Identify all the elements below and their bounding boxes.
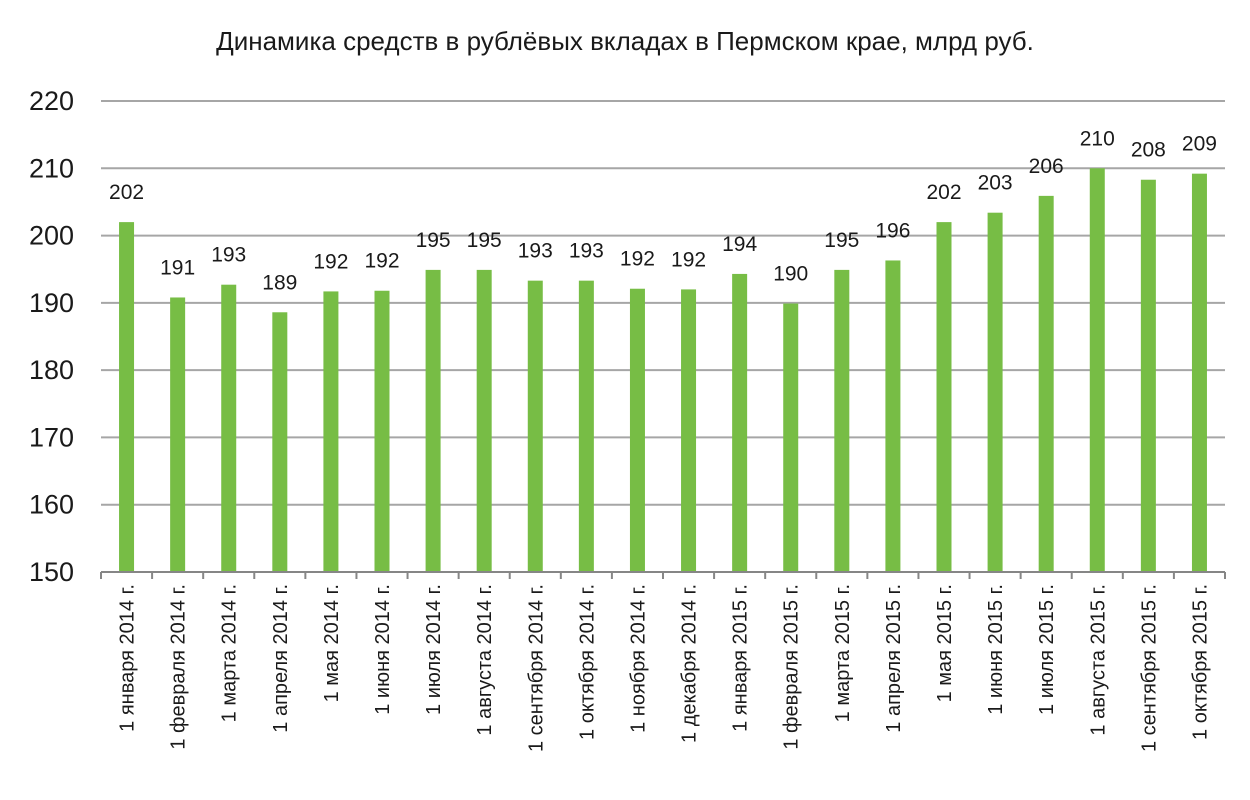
bar — [834, 269, 850, 572]
data-label: 195 — [467, 229, 502, 252]
y-tick-label: 160 — [29, 490, 74, 520]
data-label: 208 — [1131, 139, 1166, 162]
y-tick-label: 200 — [29, 221, 74, 251]
data-label: 192 — [364, 250, 399, 273]
bar — [936, 222, 952, 572]
x-tick-label: 1 августа 2014 г. — [474, 584, 496, 736]
bar — [476, 269, 492, 572]
data-label: 195 — [416, 229, 451, 252]
data-label: 192 — [620, 248, 655, 271]
y-tick-label: 210 — [29, 153, 74, 183]
data-label: 206 — [1029, 155, 1064, 178]
x-tick-label: 1 января 2014 г. — [117, 584, 139, 732]
bar — [885, 260, 901, 572]
bar — [732, 273, 748, 572]
bar — [629, 288, 645, 572]
x-tick-label: 1 мая 2015 г. — [934, 584, 956, 702]
data-label: 203 — [978, 172, 1013, 195]
data-label: 193 — [569, 240, 604, 263]
bar — [1140, 179, 1156, 572]
bar — [783, 303, 799, 572]
data-label: 210 — [1080, 127, 1115, 150]
x-tick-label: 1 сентября 2015 г. — [1138, 584, 1160, 752]
x-tick-label: 1 ноября 2014 г. — [627, 584, 649, 733]
data-label: 193 — [518, 240, 553, 263]
x-tick-label: 1 июля 2015 г. — [1036, 584, 1058, 715]
x-tick-label: 1 апреля 2015 г. — [883, 584, 905, 733]
data-label: 190 — [773, 263, 808, 286]
bar — [272, 312, 288, 572]
data-label: 202 — [109, 181, 144, 204]
bar — [374, 290, 390, 572]
x-tick-label: 1 июня 2015 г. — [985, 584, 1007, 715]
data-label: 193 — [211, 244, 246, 267]
x-tick-label: 1 октября 2015 г. — [1189, 584, 1211, 740]
x-tick-label: 1 января 2015 г. — [730, 584, 752, 732]
bar — [578, 280, 594, 572]
data-label: 189 — [262, 271, 297, 294]
bar — [1089, 168, 1105, 573]
x-tick-label: 1 октября 2014 г. — [576, 584, 598, 740]
bar — [987, 212, 1003, 573]
y-tick-label: 180 — [29, 355, 74, 385]
bar — [119, 222, 135, 572]
y-tick-label: 190 — [29, 288, 74, 318]
data-label: 209 — [1182, 133, 1217, 156]
chart-title: Динамика средств в рублёвых вкладах в Пе… — [216, 26, 1034, 56]
y-tick-label: 220 — [29, 86, 74, 116]
data-label: 195 — [824, 229, 859, 252]
x-tick-label: 1 мая 2014 г. — [321, 584, 343, 702]
x-tick-label: 1 марта 2015 г. — [832, 584, 854, 722]
y-tick-label: 150 — [29, 557, 74, 587]
data-label: 192 — [313, 250, 348, 273]
x-tick-label: 1 сентября 2014 г. — [525, 584, 547, 752]
data-label: 191 — [160, 256, 195, 279]
x-tick-label: 1 марта 2014 г. — [219, 584, 241, 722]
bar — [1191, 173, 1207, 572]
data-label: 202 — [926, 181, 961, 204]
x-tick-label: 1 июня 2014 г. — [372, 584, 394, 715]
bar — [221, 284, 237, 572]
bar — [170, 297, 186, 572]
bar — [681, 289, 697, 572]
bar — [323, 291, 339, 572]
data-label: 194 — [722, 233, 757, 256]
x-tick-label: 1 февраля 2015 г. — [781, 584, 803, 750]
bar — [1038, 195, 1054, 572]
bar — [425, 269, 441, 572]
data-label: 196 — [875, 219, 910, 242]
x-tick-label: 1 июля 2014 г. — [423, 584, 445, 715]
data-label: 192 — [671, 248, 706, 271]
x-tick-label: 1 августа 2015 г. — [1087, 584, 1109, 736]
x-tick-label: 1 апреля 2014 г. — [270, 584, 292, 733]
bar — [527, 280, 543, 572]
x-tick-label: 1 декабря 2014 г. — [679, 584, 701, 743]
y-tick-label: 170 — [29, 422, 74, 452]
x-tick-label: 1 февраля 2014 г. — [168, 584, 190, 750]
